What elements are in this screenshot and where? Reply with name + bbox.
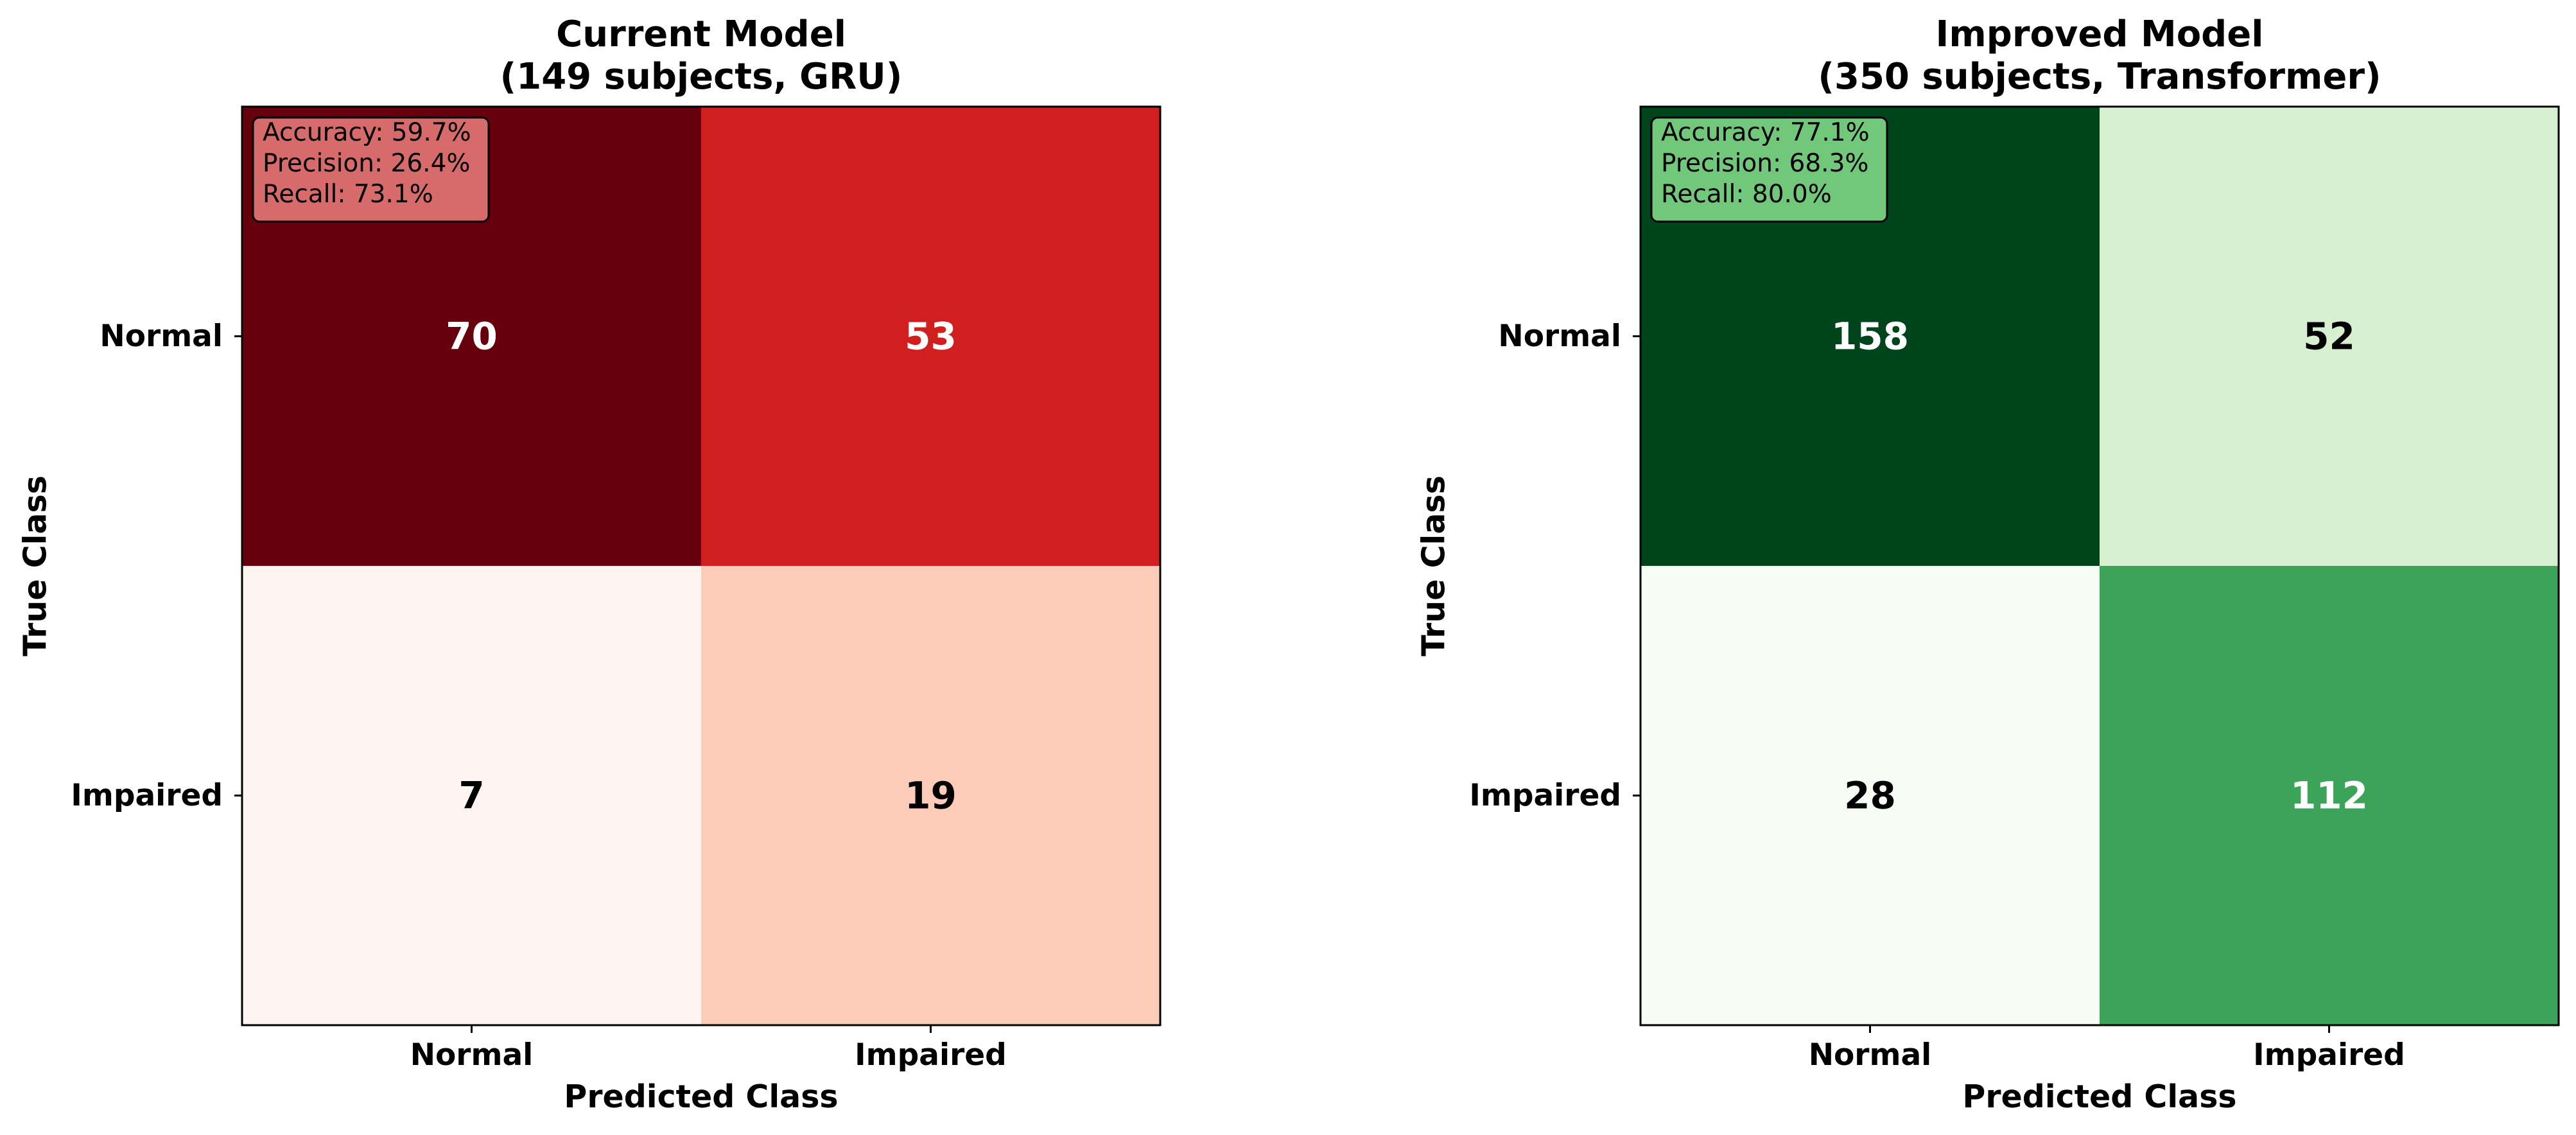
improved-y-tick-label: Normal <box>1498 319 1621 354</box>
current-x-tick-label: Normal <box>410 1037 534 1073</box>
current-cell-value-r0-c0: 70 <box>446 315 498 358</box>
current-metric-line: Precision: 26.4% <box>263 149 470 178</box>
current-x-tick-label: Impaired <box>855 1037 1007 1073</box>
current-chart-title-line1: Current Model <box>556 13 846 55</box>
improved-cell-r1-c1 <box>2100 566 2559 1025</box>
improved-cell-r1-c0 <box>1640 566 2100 1025</box>
improved-metric-line: Accuracy: 77.1% <box>1661 118 1870 147</box>
current-cell-r0-c1 <box>701 107 1160 566</box>
improved-x-tick-label: Normal <box>1809 1037 1932 1073</box>
current-y-tick-label: Normal <box>100 319 223 354</box>
improved-plot-frame <box>1639 105 2560 1026</box>
improved-confusion-matrix: Improved Model(350 subjects, Transformer… <box>1416 13 2560 1115</box>
current-cell-value-r0-c1: 53 <box>905 315 957 358</box>
current-y-axis-label: True Class <box>17 475 54 656</box>
current-metric-line: Accuracy: 59.7% <box>263 118 471 147</box>
current-cell-r1-c0 <box>242 566 701 1025</box>
current-confusion-matrix: Current Model(149 subjects, GRU) 70 53 7 19 N… <box>17 13 1162 1115</box>
improved-cell-r0-c1 <box>2100 107 2559 566</box>
current-metric-line: Recall: 73.1% <box>263 180 433 209</box>
improved-metric-line: Recall: 80.0% <box>1661 180 1832 209</box>
current-metrics-box <box>252 116 490 223</box>
improved-chart-title-line2: (350 subjects, Transformer) <box>1818 56 2381 98</box>
current-y-tick-label: Impaired <box>71 778 223 813</box>
improved-metrics-box <box>1650 116 1888 223</box>
improved-chart-title-line1: Improved Model <box>1936 13 2264 55</box>
current-cell-r1-c1 <box>701 566 1160 1025</box>
improved-y-tick-label: Impaired <box>1469 778 1621 813</box>
improved-cell-value-r0-c1: 52 <box>2303 315 2355 358</box>
improved-x-axis-label: Predicted Class <box>1962 1078 2236 1115</box>
current-x-axis-label: Predicted Class <box>564 1078 838 1115</box>
current-chart-title-line2: (149 subjects, GRU) <box>500 56 903 98</box>
improved-x-tick-label: Impaired <box>2253 1037 2405 1073</box>
current-cell-value-r1-c1: 19 <box>905 774 957 818</box>
improved-cell-value-r1-c1: 112 <box>2290 774 2368 818</box>
improved-metric-line: Precision: 68.3% <box>1661 149 1868 178</box>
improved-y-axis-label: True Class <box>1416 475 1452 656</box>
current-plot-frame <box>241 105 1162 1026</box>
improved-cell-value-r1-c0: 28 <box>1844 774 1896 818</box>
current-cell-value-r1-c0: 7 <box>458 774 484 818</box>
improved-cell-value-r0-c0: 158 <box>1831 315 1909 358</box>
